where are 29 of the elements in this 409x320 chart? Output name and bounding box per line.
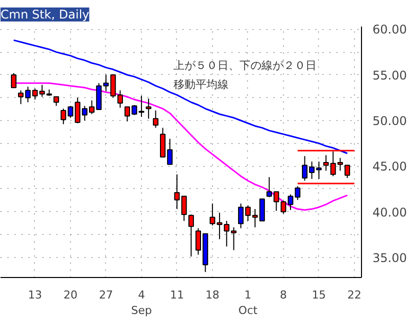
x-tick-label: 22	[347, 288, 362, 302]
candlestick	[344, 164, 350, 179]
candlestick	[174, 174, 180, 210]
chart-title: Cmn Stk, Daily	[0, 8, 90, 22]
x-tick-label: 18	[205, 288, 220, 302]
line-series	[12, 39, 348, 154]
y-tick-label: 50.00	[372, 114, 407, 128]
y-tick-label: 55.00	[372, 68, 407, 82]
x-tick-label: 8	[280, 288, 287, 302]
candlestick	[152, 110, 158, 128]
x-tick-label: 13	[28, 288, 42, 302]
y-tick-label: 45.00	[372, 160, 407, 174]
annotation: 移動平均線	[173, 78, 228, 91]
annotation: 上が５０日、下の線が２０日	[173, 59, 316, 72]
x-tick-label: 11	[170, 288, 184, 302]
x-tick-label: 4 Sep	[131, 288, 152, 318]
y-tick-label: 35.00	[372, 250, 407, 265]
candlestick	[10, 72, 16, 88]
candlestick	[146, 98, 152, 120]
x-tick-label: 20	[63, 288, 78, 302]
x-tick-label: 1 Oct	[238, 288, 258, 318]
candlestick	[54, 96, 60, 106]
y-tick-label: 60.00	[372, 22, 407, 37]
x-tick-label: 27	[98, 288, 113, 302]
candlestick	[188, 214, 194, 258]
y-tick-label: 40.00	[372, 205, 407, 220]
x-tick-label: 15	[312, 288, 326, 302]
candlestick	[181, 196, 187, 222]
candlestick	[210, 203, 216, 226]
